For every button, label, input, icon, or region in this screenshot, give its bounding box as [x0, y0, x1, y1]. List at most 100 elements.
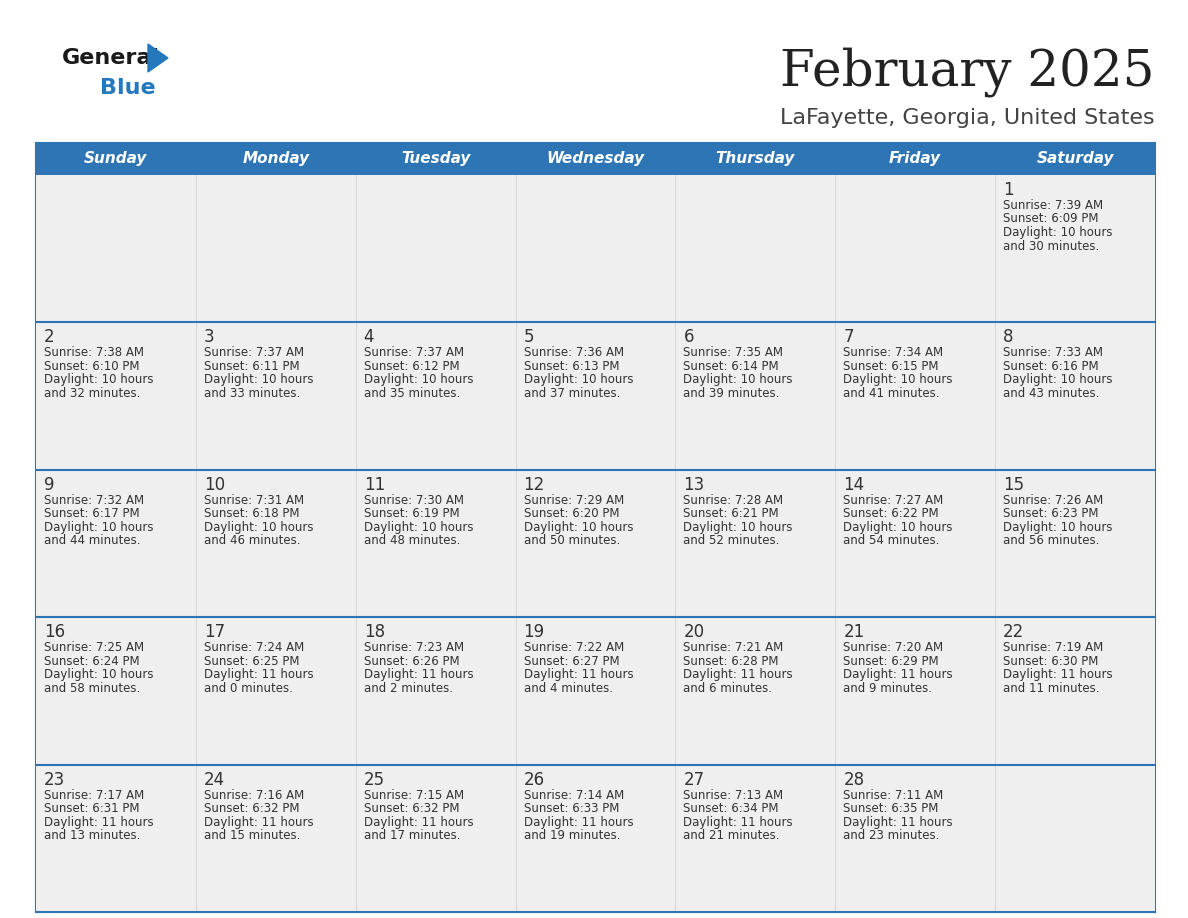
- Bar: [36, 470, 196, 617]
- Text: 1: 1: [1003, 181, 1013, 199]
- Bar: [996, 143, 1155, 175]
- Bar: [196, 470, 355, 617]
- Text: and 44 minutes.: and 44 minutes.: [44, 534, 140, 547]
- Text: 25: 25: [364, 770, 385, 789]
- Text: Sunrise: 7:37 AM: Sunrise: 7:37 AM: [364, 346, 463, 360]
- Text: Sunset: 6:25 PM: Sunset: 6:25 PM: [204, 655, 299, 667]
- Bar: [355, 143, 516, 175]
- Text: and 6 minutes.: and 6 minutes.: [683, 682, 772, 695]
- Text: Daylight: 11 hours: Daylight: 11 hours: [683, 668, 794, 681]
- Text: Sunset: 6:23 PM: Sunset: 6:23 PM: [1003, 508, 1099, 521]
- Text: and 9 minutes.: and 9 minutes.: [843, 682, 933, 695]
- Text: 24: 24: [204, 770, 225, 789]
- Text: and 43 minutes.: and 43 minutes.: [1003, 386, 1100, 400]
- Text: 16: 16: [44, 623, 65, 641]
- Text: Sunset: 6:29 PM: Sunset: 6:29 PM: [843, 655, 939, 667]
- Text: Tuesday: Tuesday: [402, 151, 470, 166]
- Text: Sunrise: 7:22 AM: Sunrise: 7:22 AM: [524, 641, 624, 655]
- Text: Daylight: 11 hours: Daylight: 11 hours: [524, 668, 633, 681]
- Text: Daylight: 10 hours: Daylight: 10 hours: [843, 521, 953, 533]
- Text: Sunset: 6:22 PM: Sunset: 6:22 PM: [843, 508, 939, 521]
- Text: Daylight: 11 hours: Daylight: 11 hours: [204, 668, 314, 681]
- Text: Daylight: 10 hours: Daylight: 10 hours: [683, 521, 792, 533]
- Text: Daylight: 10 hours: Daylight: 10 hours: [1003, 226, 1113, 239]
- Text: Sunset: 6:10 PM: Sunset: 6:10 PM: [44, 360, 139, 373]
- Bar: [355, 617, 516, 765]
- Bar: [355, 470, 516, 617]
- Text: Sunrise: 7:38 AM: Sunrise: 7:38 AM: [44, 346, 144, 360]
- Text: Sunset: 6:30 PM: Sunset: 6:30 PM: [1003, 655, 1099, 667]
- Text: 15: 15: [1003, 476, 1024, 494]
- Text: and 37 minutes.: and 37 minutes.: [524, 386, 620, 400]
- Text: and 52 minutes.: and 52 minutes.: [683, 534, 779, 547]
- Bar: [36, 322, 196, 470]
- Text: Sunrise: 7:34 AM: Sunrise: 7:34 AM: [843, 346, 943, 360]
- Bar: [835, 175, 996, 322]
- Text: and 21 minutes.: and 21 minutes.: [683, 829, 781, 842]
- Text: and 23 minutes.: and 23 minutes.: [843, 829, 940, 842]
- Text: Sunset: 6:09 PM: Sunset: 6:09 PM: [1003, 212, 1099, 226]
- Text: Sunset: 6:33 PM: Sunset: 6:33 PM: [524, 802, 619, 815]
- Text: 28: 28: [843, 770, 865, 789]
- Text: and 39 minutes.: and 39 minutes.: [683, 386, 779, 400]
- Bar: [516, 322, 676, 470]
- Text: and 58 minutes.: and 58 minutes.: [44, 682, 140, 695]
- Text: Daylight: 10 hours: Daylight: 10 hours: [44, 374, 153, 386]
- Text: 21: 21: [843, 623, 865, 641]
- Text: Daylight: 10 hours: Daylight: 10 hours: [843, 374, 953, 386]
- Text: Monday: Monday: [242, 151, 309, 166]
- Text: Sunset: 6:17 PM: Sunset: 6:17 PM: [44, 508, 140, 521]
- Text: Daylight: 11 hours: Daylight: 11 hours: [364, 815, 473, 829]
- Text: 9: 9: [44, 476, 55, 494]
- Text: and 13 minutes.: and 13 minutes.: [44, 829, 140, 842]
- Text: and 48 minutes.: and 48 minutes.: [364, 534, 460, 547]
- Text: February 2025: February 2025: [781, 47, 1155, 97]
- Bar: [835, 143, 996, 175]
- Bar: [196, 322, 355, 470]
- Text: Daylight: 10 hours: Daylight: 10 hours: [364, 521, 473, 533]
- Bar: [36, 175, 196, 322]
- Bar: [355, 322, 516, 470]
- Text: Sunset: 6:27 PM: Sunset: 6:27 PM: [524, 655, 619, 667]
- Text: 27: 27: [683, 770, 704, 789]
- Text: 7: 7: [843, 329, 854, 346]
- Text: and 54 minutes.: and 54 minutes.: [843, 534, 940, 547]
- Text: Sunrise: 7:24 AM: Sunrise: 7:24 AM: [204, 641, 304, 655]
- Text: Sunset: 6:28 PM: Sunset: 6:28 PM: [683, 655, 779, 667]
- Text: 3: 3: [204, 329, 215, 346]
- Text: Daylight: 10 hours: Daylight: 10 hours: [44, 521, 153, 533]
- Text: and 56 minutes.: and 56 minutes.: [1003, 534, 1100, 547]
- Text: 18: 18: [364, 623, 385, 641]
- Bar: [676, 470, 835, 617]
- Text: Sunrise: 7:37 AM: Sunrise: 7:37 AM: [204, 346, 304, 360]
- Text: Daylight: 11 hours: Daylight: 11 hours: [44, 815, 153, 829]
- Bar: [196, 175, 355, 322]
- Text: 11: 11: [364, 476, 385, 494]
- Text: 20: 20: [683, 623, 704, 641]
- Bar: [835, 617, 996, 765]
- Bar: [996, 322, 1155, 470]
- Text: Sunrise: 7:26 AM: Sunrise: 7:26 AM: [1003, 494, 1104, 507]
- Text: Daylight: 10 hours: Daylight: 10 hours: [204, 521, 314, 533]
- Text: and 32 minutes.: and 32 minutes.: [44, 386, 140, 400]
- Text: 22: 22: [1003, 623, 1024, 641]
- Text: Daylight: 11 hours: Daylight: 11 hours: [204, 815, 314, 829]
- Bar: [196, 765, 355, 912]
- Bar: [516, 617, 676, 765]
- Bar: [996, 470, 1155, 617]
- Text: and 17 minutes.: and 17 minutes.: [364, 829, 460, 842]
- Text: Daylight: 10 hours: Daylight: 10 hours: [524, 521, 633, 533]
- Text: Sunrise: 7:15 AM: Sunrise: 7:15 AM: [364, 789, 463, 801]
- Bar: [36, 765, 196, 912]
- Text: Daylight: 11 hours: Daylight: 11 hours: [364, 668, 473, 681]
- Text: and 19 minutes.: and 19 minutes.: [524, 829, 620, 842]
- Text: Sunrise: 7:25 AM: Sunrise: 7:25 AM: [44, 641, 144, 655]
- Text: and 15 minutes.: and 15 minutes.: [204, 829, 301, 842]
- Text: Sunset: 6:11 PM: Sunset: 6:11 PM: [204, 360, 299, 373]
- Text: Sunrise: 7:36 AM: Sunrise: 7:36 AM: [524, 346, 624, 360]
- Text: Sunset: 6:21 PM: Sunset: 6:21 PM: [683, 508, 779, 521]
- Text: 14: 14: [843, 476, 865, 494]
- Bar: [676, 617, 835, 765]
- Text: Thursday: Thursday: [715, 151, 795, 166]
- Bar: [676, 175, 835, 322]
